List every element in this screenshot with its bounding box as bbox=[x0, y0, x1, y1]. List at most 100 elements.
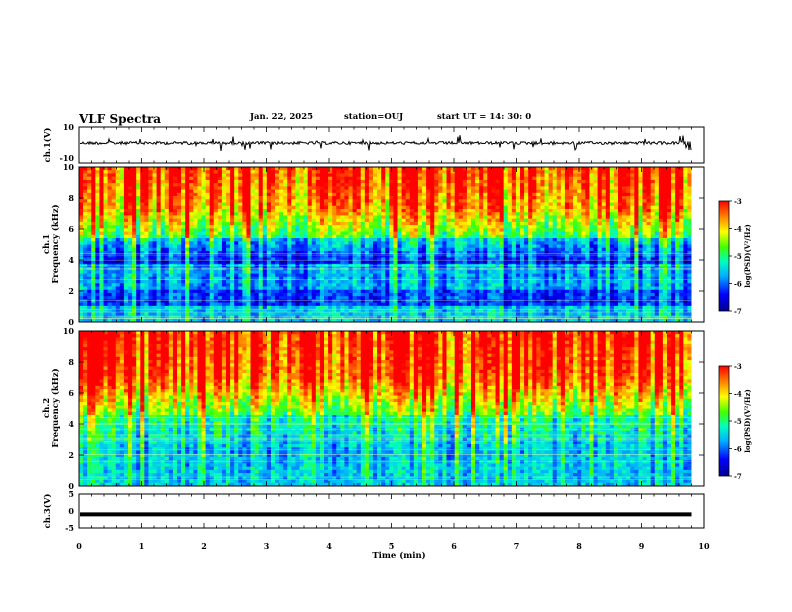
spectrogram-cell bbox=[144, 199, 148, 203]
spectrogram-cell bbox=[210, 251, 214, 255]
spectrogram-cell bbox=[373, 215, 377, 219]
spectrogram-cell bbox=[279, 206, 283, 210]
spectrogram-cell bbox=[557, 167, 561, 171]
spectrogram-cell bbox=[573, 241, 577, 245]
spectrogram-cell bbox=[659, 219, 663, 223]
spectrogram-cell bbox=[459, 212, 463, 216]
spectrogram-cell bbox=[589, 225, 593, 229]
spectrogram-cell bbox=[614, 251, 618, 255]
spectrogram-cell bbox=[487, 225, 491, 229]
spectrogram-cell bbox=[332, 219, 336, 223]
spectrogram-cell bbox=[104, 270, 108, 274]
spectrogram-cell bbox=[442, 215, 446, 219]
spectrogram-cell bbox=[508, 235, 512, 239]
spectrogram-cell bbox=[651, 209, 655, 213]
spectrogram-cell bbox=[414, 170, 418, 174]
spectrogram-cell bbox=[418, 173, 422, 177]
spectrogram-cell bbox=[287, 232, 291, 236]
spectrogram-cell bbox=[385, 235, 389, 239]
spectrogram-cell bbox=[594, 180, 598, 184]
spectrogram-cell bbox=[255, 193, 259, 197]
spectrogram-cell bbox=[263, 209, 267, 213]
spectrogram-cell bbox=[594, 241, 598, 245]
spectrogram-cell bbox=[500, 215, 504, 219]
spectrogram-cell bbox=[402, 193, 406, 197]
spectrogram-cell bbox=[124, 177, 128, 181]
spectrogram-cell bbox=[136, 193, 140, 197]
spectrogram-cell bbox=[442, 232, 446, 236]
spectrogram-cell bbox=[83, 167, 87, 171]
spectrogram-cell bbox=[128, 199, 132, 203]
spectrogram-cell bbox=[508, 196, 512, 200]
spectrogram-cell bbox=[136, 177, 140, 181]
spectrogram-cell bbox=[589, 257, 593, 261]
spectrogram-cell bbox=[340, 167, 344, 171]
spectrogram-cell bbox=[463, 186, 467, 190]
spectrogram-cell bbox=[594, 219, 598, 223]
spectrogram-cell bbox=[496, 232, 500, 236]
spectrogram-cell bbox=[406, 190, 410, 194]
spectrogram-cell bbox=[328, 228, 332, 232]
spectrogram-cell bbox=[393, 167, 397, 171]
spectrogram-cell bbox=[581, 203, 585, 207]
spectrogram-cell bbox=[434, 238, 438, 242]
spectrogram-cell bbox=[385, 248, 389, 252]
spectrogram-cell bbox=[459, 209, 463, 213]
spectrogram-cell bbox=[202, 245, 206, 249]
spectrogram-cell bbox=[234, 167, 238, 171]
spectrogram-cell bbox=[161, 196, 165, 200]
spectrogram-cell bbox=[99, 251, 103, 255]
spectrogram-cell bbox=[398, 225, 402, 229]
spectrogram-cell bbox=[487, 203, 491, 207]
spectrogram-cell bbox=[295, 241, 299, 245]
spectrogram-cell bbox=[300, 215, 304, 219]
spectrogram-cell bbox=[626, 248, 630, 252]
spectrogram-cell bbox=[496, 245, 500, 249]
spectrogram-cell bbox=[361, 225, 365, 229]
spectrogram-cell bbox=[336, 270, 340, 274]
spectrogram-cell bbox=[320, 257, 324, 261]
spectrogram-cell bbox=[263, 232, 267, 236]
spectrogram-cell bbox=[618, 219, 622, 223]
spectrogram-cell bbox=[577, 170, 581, 174]
spectrogram-cell bbox=[451, 180, 455, 184]
spectrogram-cell bbox=[630, 206, 634, 210]
spectrogram-cell bbox=[630, 183, 634, 187]
spectrogram-cell bbox=[136, 167, 140, 171]
spectrogram-cell bbox=[267, 180, 271, 184]
spectrogram-cell bbox=[295, 232, 299, 236]
spectrogram-cell bbox=[255, 232, 259, 236]
spectrogram-cell bbox=[614, 203, 618, 207]
spectrogram-cell bbox=[598, 245, 602, 249]
spectrogram-cell bbox=[214, 219, 218, 223]
spectrogram-cell bbox=[295, 261, 299, 265]
spectrogram-cell bbox=[553, 203, 557, 207]
spectrogram-cell bbox=[651, 190, 655, 194]
spectrogram-cell bbox=[655, 232, 659, 236]
spectrogram-cell bbox=[300, 186, 304, 190]
spectrogram-cell bbox=[418, 193, 422, 197]
spectrogram-cell bbox=[267, 203, 271, 207]
spectrogram-cell bbox=[663, 196, 667, 200]
spectrogram-cell bbox=[598, 190, 602, 194]
spectrogram-cell bbox=[259, 238, 263, 242]
spectrogram-cell bbox=[344, 241, 348, 245]
spectrogram-cell bbox=[332, 177, 336, 181]
spectrogram-cell bbox=[271, 215, 275, 219]
spectrogram-cell bbox=[295, 228, 299, 232]
spectrogram-cell bbox=[414, 219, 418, 223]
spectrogram-cell bbox=[83, 212, 87, 216]
spectrogram-cell bbox=[214, 190, 218, 194]
spectrogram-cell bbox=[202, 215, 206, 219]
spectrogram-cell bbox=[226, 180, 230, 184]
spectrogram-cell bbox=[259, 199, 263, 203]
spectrogram-cell bbox=[377, 170, 381, 174]
spectrogram-cell bbox=[594, 251, 598, 255]
spectrogram-cell bbox=[177, 228, 181, 232]
spectrogram-cell bbox=[136, 261, 140, 265]
spectrogram-cell bbox=[324, 193, 328, 197]
spectrogram-cell bbox=[594, 193, 598, 197]
spectrogram-cell bbox=[557, 193, 561, 197]
spectrogram-cell bbox=[340, 270, 344, 274]
spectrogram-cell bbox=[508, 177, 512, 181]
